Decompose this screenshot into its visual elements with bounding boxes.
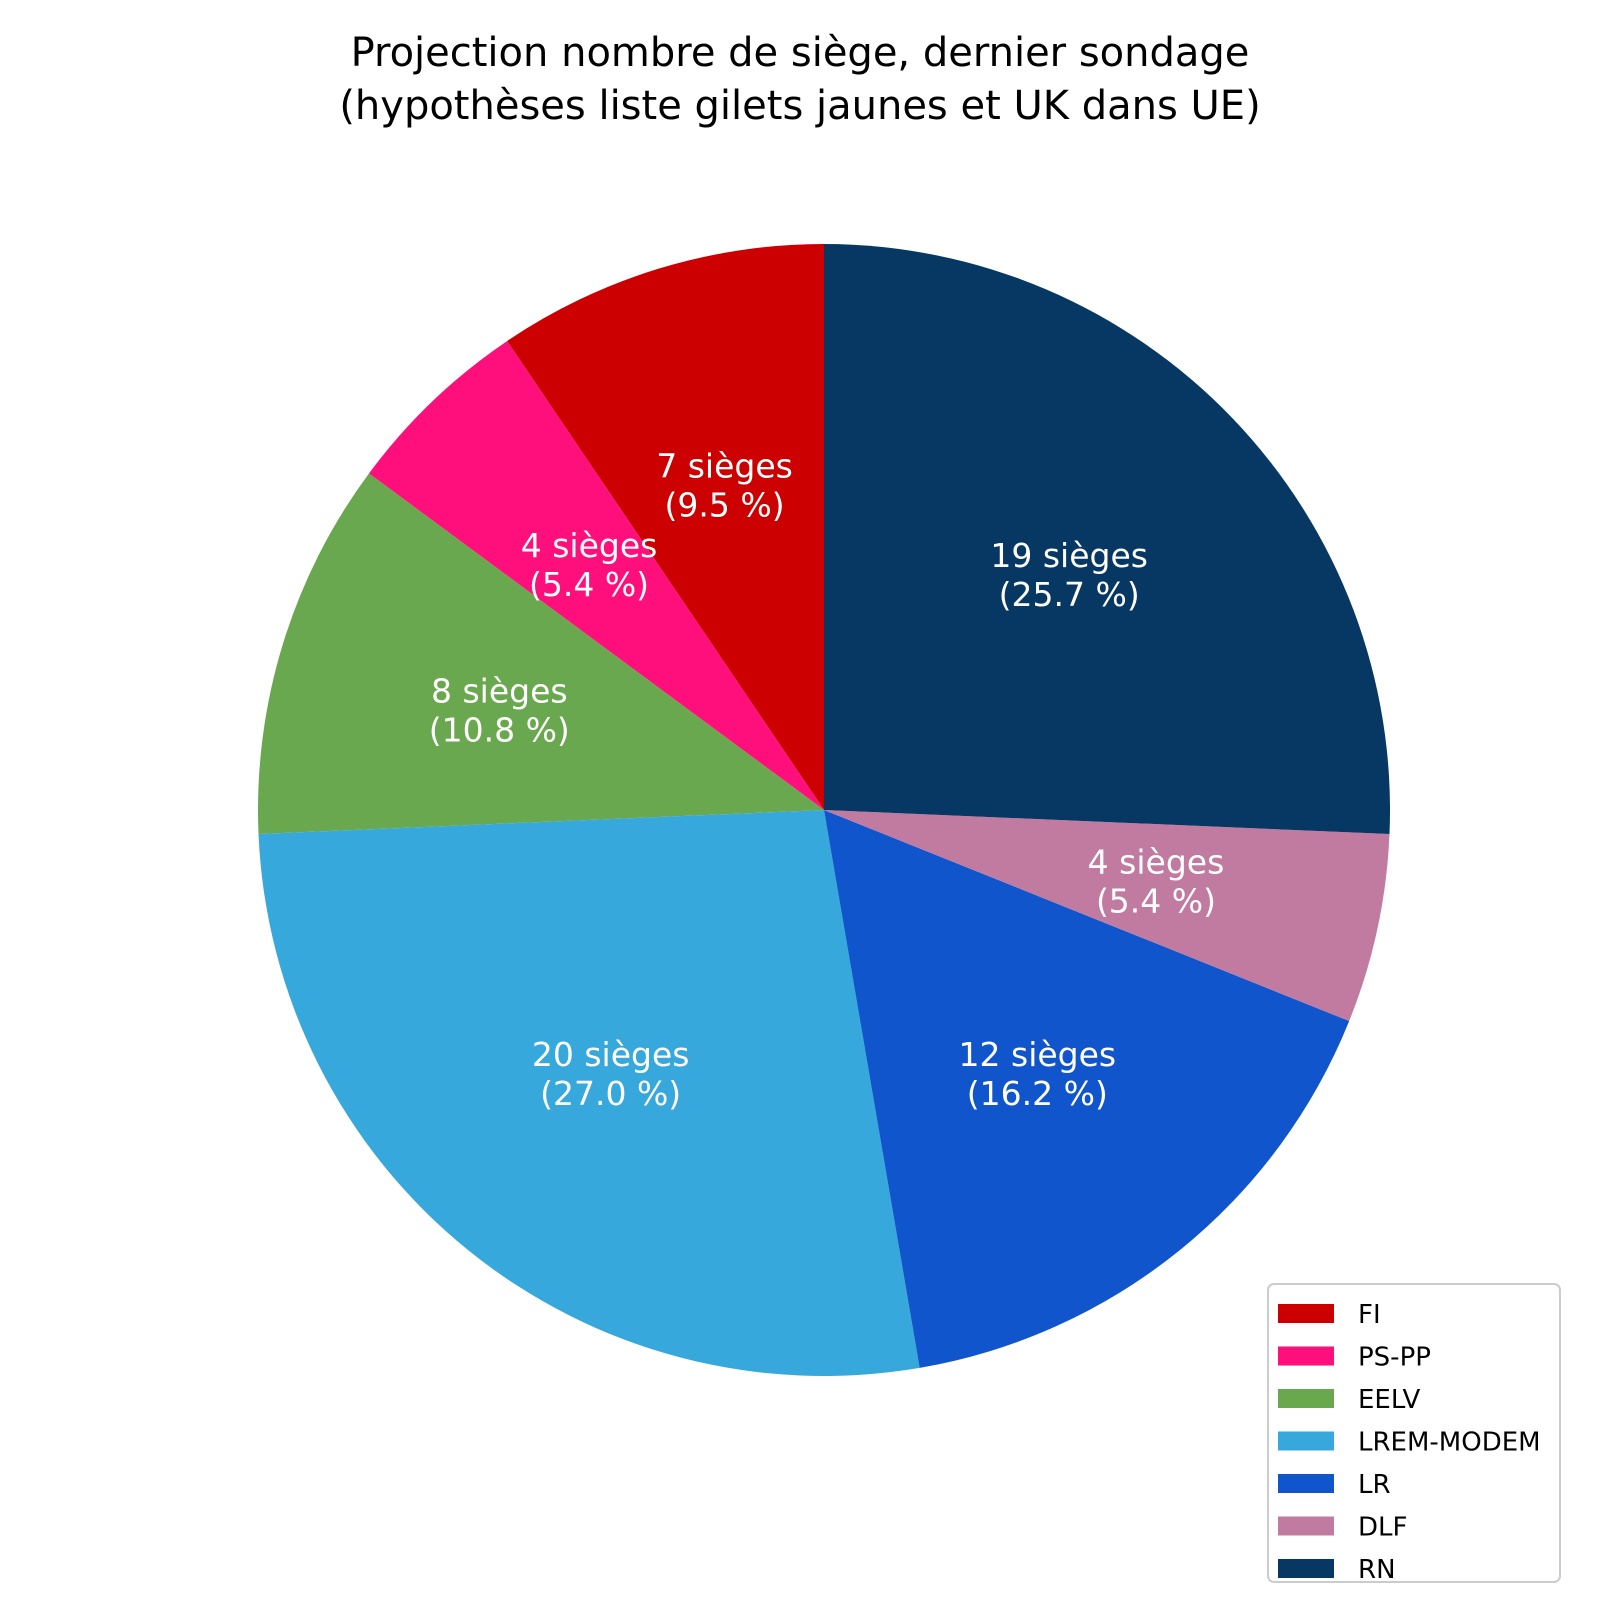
slice-label-seats: 8 sièges xyxy=(431,672,568,711)
slice-label-percent: (27.0 %) xyxy=(540,1074,681,1113)
legend-label: PS-PP xyxy=(1358,1343,1431,1373)
pie-slice-rn xyxy=(824,244,1390,835)
slice-label-percent: (5.4 %) xyxy=(529,565,649,604)
slice-label-seats: 20 sièges xyxy=(532,1035,690,1074)
pie-slice-labels: 7 sièges(9.5 %)4 sièges(5.4 %)8 sièges(1… xyxy=(429,446,1225,1113)
pie-slices xyxy=(258,244,1390,1376)
slice-label-percent: (25.7 %) xyxy=(999,575,1140,614)
legend-swatch xyxy=(1278,1346,1334,1366)
slice-label-seats: 4 sièges xyxy=(1088,843,1225,882)
legend-frame xyxy=(1267,1283,1561,1583)
pie-slice-fi xyxy=(507,244,824,810)
legend-label: LREM-MODEM xyxy=(1358,1428,1541,1458)
pie-slice-eelv xyxy=(258,473,824,835)
legend-swatch xyxy=(1278,1389,1334,1408)
slice-label-seats: 12 sièges xyxy=(959,1035,1117,1074)
slice-label-percent: (9.5 %) xyxy=(665,485,785,524)
pie-slice-lrem-modem xyxy=(258,810,920,1376)
chart-title-line-2: (hypothèses liste gilets jaunes et UK da… xyxy=(339,83,1260,129)
legend-label: DLF xyxy=(1358,1513,1407,1543)
legend-label: LR xyxy=(1358,1470,1391,1500)
legend: FI PS-PP EELV LREM-MODEM LR DLF RN xyxy=(1267,1283,1561,1585)
chart-title: Projection nombre de siège, dernier sond… xyxy=(339,30,1260,129)
slice-label-percent: (5.4 %) xyxy=(1096,882,1216,921)
slice-label-percent: (16.2 %) xyxy=(967,1074,1108,1113)
legend-swatch xyxy=(1278,1474,1334,1493)
legend-swatch xyxy=(1278,1559,1334,1578)
slice-label-seats: 7 sièges xyxy=(656,446,793,485)
legend-swatch xyxy=(1278,1516,1334,1536)
legend-label: FI xyxy=(1358,1300,1381,1330)
chart-title-line-1: Projection nombre de siège, dernier sond… xyxy=(351,30,1250,76)
pie-slice-dlf xyxy=(824,810,1390,1022)
slice-label-seats: 19 sièges xyxy=(990,536,1148,575)
pie-slice-lr xyxy=(824,810,1350,1368)
legend-label: RN xyxy=(1358,1555,1396,1585)
legend-swatch xyxy=(1278,1304,1334,1323)
slice-label-seats: 4 sièges xyxy=(521,526,658,565)
legend-swatch xyxy=(1278,1431,1334,1451)
slice-label-percent: (10.8 %) xyxy=(429,711,570,750)
pie-slice-ps-pp xyxy=(368,341,824,810)
legend-label: EELV xyxy=(1358,1385,1420,1415)
